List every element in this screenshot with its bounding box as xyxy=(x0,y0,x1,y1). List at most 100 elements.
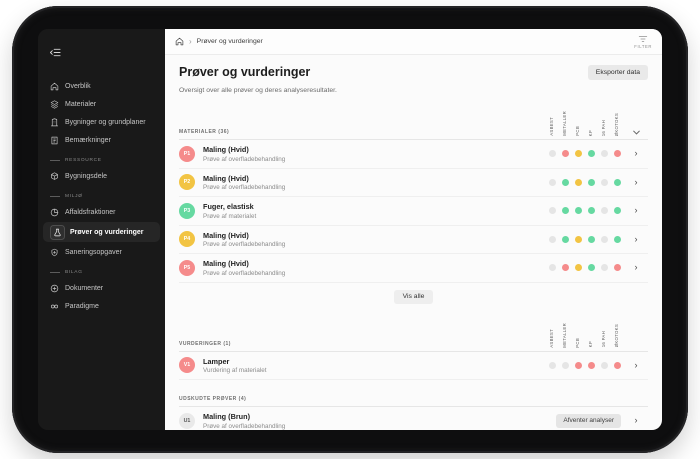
layers-icon xyxy=(50,99,59,109)
result-dot xyxy=(588,264,595,272)
sample-row-p2[interactable]: P2 Maling (Hvid) Prøve af overfladebehan… xyxy=(179,169,648,197)
result-dot xyxy=(575,207,582,215)
column-header-pcb: PCB xyxy=(575,337,581,348)
result-dot xyxy=(614,235,621,243)
sample-row-p1[interactable]: P1 Maling (Hvid) Prøve af overfladebehan… xyxy=(179,140,648,169)
page-header: Prøver og vurderinger Eksporter data xyxy=(179,65,648,80)
collapse-section-button[interactable] xyxy=(624,130,648,139)
result-cell xyxy=(585,361,598,369)
column-header-cell: ASBEST xyxy=(546,318,559,351)
materials-section-label: MATERIALER (36) xyxy=(179,129,230,135)
active-icon-box xyxy=(50,224,65,240)
sample-row-p4[interactable]: P4 Maling (Hvid) Prøve af overfladebehan… xyxy=(179,226,648,254)
cube-icon xyxy=(51,171,58,180)
sample-text: Maling (Hvid) Prøve af overfladebehandli… xyxy=(203,231,546,249)
export-data-button[interactable]: Eksporter data xyxy=(587,65,648,80)
deferred-row-u1[interactable]: U1 Maling (Brun) Prøve af overfladebehan… xyxy=(179,407,648,430)
sidebar-item-label: Overblik xyxy=(65,82,91,90)
sample-badge: P1 xyxy=(179,145,195,162)
sample-subtitle: Prøve af overfladebehandling xyxy=(203,155,286,163)
sidebar-item-label: Saneringsopgaver xyxy=(65,248,122,256)
sidebar-item-dokumenter[interactable]: Dokumenter xyxy=(38,279,165,297)
chevron-right-icon[interactable] xyxy=(624,235,648,244)
result-dot xyxy=(614,150,621,158)
sidebar-item-materialer[interactable]: Materialer xyxy=(38,95,165,113)
result-dot xyxy=(549,150,556,158)
sample-title: Maling (Hvid) xyxy=(203,230,249,240)
result-dot xyxy=(562,235,569,243)
column-header-cell: 16 PAH xyxy=(598,106,611,139)
sidebar-item-prover-og-vurderinger[interactable]: Prøver og vurderinger xyxy=(43,222,160,242)
sidebar-item-affaldsfraktioner[interactable]: Affaldsfraktioner xyxy=(38,203,165,221)
sample-text: Fuger, elastisk Prøve af materialet xyxy=(203,202,546,220)
sample-subtitle: Prøve af overfladebehandling xyxy=(203,241,286,248)
result-dot xyxy=(588,207,595,215)
result-dot xyxy=(588,178,595,186)
sample-badge: P5 xyxy=(179,259,195,276)
result-dot xyxy=(575,178,582,186)
chevron-right-icon[interactable] xyxy=(624,206,648,215)
assessment-row-v1[interactable]: V1 Lamper Vurdering af materialet xyxy=(179,352,648,380)
result-cell xyxy=(559,235,572,243)
result-dot xyxy=(601,150,608,158)
result-cell xyxy=(546,207,559,215)
column-header-asbest: ASBEST xyxy=(549,117,555,136)
collapse-sidebar-button[interactable] xyxy=(38,41,165,77)
result-dot xyxy=(588,150,595,158)
note-icon xyxy=(51,136,58,144)
breadcrumb-current[interactable]: Prøver og vurderinger xyxy=(196,38,263,45)
sample-row-p5[interactable]: P5 Maling (Hvid) Prøve af overfladebehan… xyxy=(179,254,648,283)
result-cell xyxy=(572,178,585,186)
result-cell xyxy=(546,264,559,272)
plus-circle-icon xyxy=(50,284,59,292)
column-header-cell: KP xyxy=(585,318,598,351)
sidebar-item-bygningsdele[interactable]: Bygningsdele xyxy=(38,167,165,185)
result-cell xyxy=(546,178,559,186)
chevron-right-icon[interactable] xyxy=(624,149,648,158)
tablet-frame: Overblik Materialer Bygninger og grundpl… xyxy=(12,6,688,453)
sample-text: Maling (Hvid) Prøve af overfladebehandli… xyxy=(203,145,546,163)
sidebar-item-label: Affaldsfraktioner xyxy=(65,208,116,216)
filter-button[interactable]: FILTER xyxy=(634,35,652,49)
assessments-section-label: VURDERINGER (1) xyxy=(179,340,231,347)
result-cell xyxy=(559,150,572,158)
result-cell xyxy=(598,235,611,243)
sidebar-item-saneringsopgaver[interactable]: Saneringsopgaver xyxy=(38,243,165,261)
sidebar-item-paradigme[interactable]: Paradigme xyxy=(38,297,165,315)
topbar: › Prøver og vurderinger FILTER xyxy=(165,29,662,55)
sample-title: Fuger, elastisk xyxy=(203,202,254,211)
breadcrumb: › Prøver og vurderinger xyxy=(175,37,263,46)
sample-row-p3[interactable]: P3 Fuger, elastisk Prøve af materialet xyxy=(179,197,648,226)
column-header-metaller: METALLER xyxy=(562,111,568,136)
home-breadcrumb-icon[interactable] xyxy=(175,37,184,46)
result-cell xyxy=(585,178,598,186)
chevron-down-icon xyxy=(632,130,640,135)
result-cell xyxy=(559,264,572,272)
column-header-kp: KP xyxy=(588,341,594,348)
result-cell xyxy=(546,361,559,369)
page-subtitle: Oversigt over alle prøver og deres analy… xyxy=(179,87,337,94)
column-header-okotoks: ØKOTOKS xyxy=(614,324,620,348)
chevron-right-icon[interactable] xyxy=(624,416,648,425)
result-cell xyxy=(572,150,585,158)
chevron-right-icon[interactable] xyxy=(624,178,648,187)
sidebar-item-overblik[interactable]: Overblik xyxy=(38,77,165,95)
sample-subtitle: Prøve af overfladebehandling xyxy=(203,184,286,191)
sidebar-item-bygninger[interactable]: Bygninger og grundplaner xyxy=(38,113,165,131)
filter-icon xyxy=(638,35,648,42)
result-dot xyxy=(601,264,608,272)
show-all-button[interactable]: Vis alle xyxy=(393,289,434,304)
result-cell xyxy=(611,150,624,158)
result-dot xyxy=(549,207,556,215)
result-dot xyxy=(562,178,569,186)
result-cell xyxy=(611,264,624,272)
sidebar-item-bemaerkninger[interactable]: Bemærkninger xyxy=(38,131,165,149)
result-dot xyxy=(562,207,569,215)
pie-chart-icon xyxy=(50,208,59,216)
chevron-right-icon[interactable] xyxy=(624,263,648,272)
chevron-right-icon[interactable] xyxy=(624,361,648,370)
sample-title: Maling (Hvid) xyxy=(203,259,249,268)
header-spacer xyxy=(624,347,648,351)
sidebar-item-label: Bygningsdele xyxy=(65,172,108,180)
result-dot xyxy=(562,361,569,369)
